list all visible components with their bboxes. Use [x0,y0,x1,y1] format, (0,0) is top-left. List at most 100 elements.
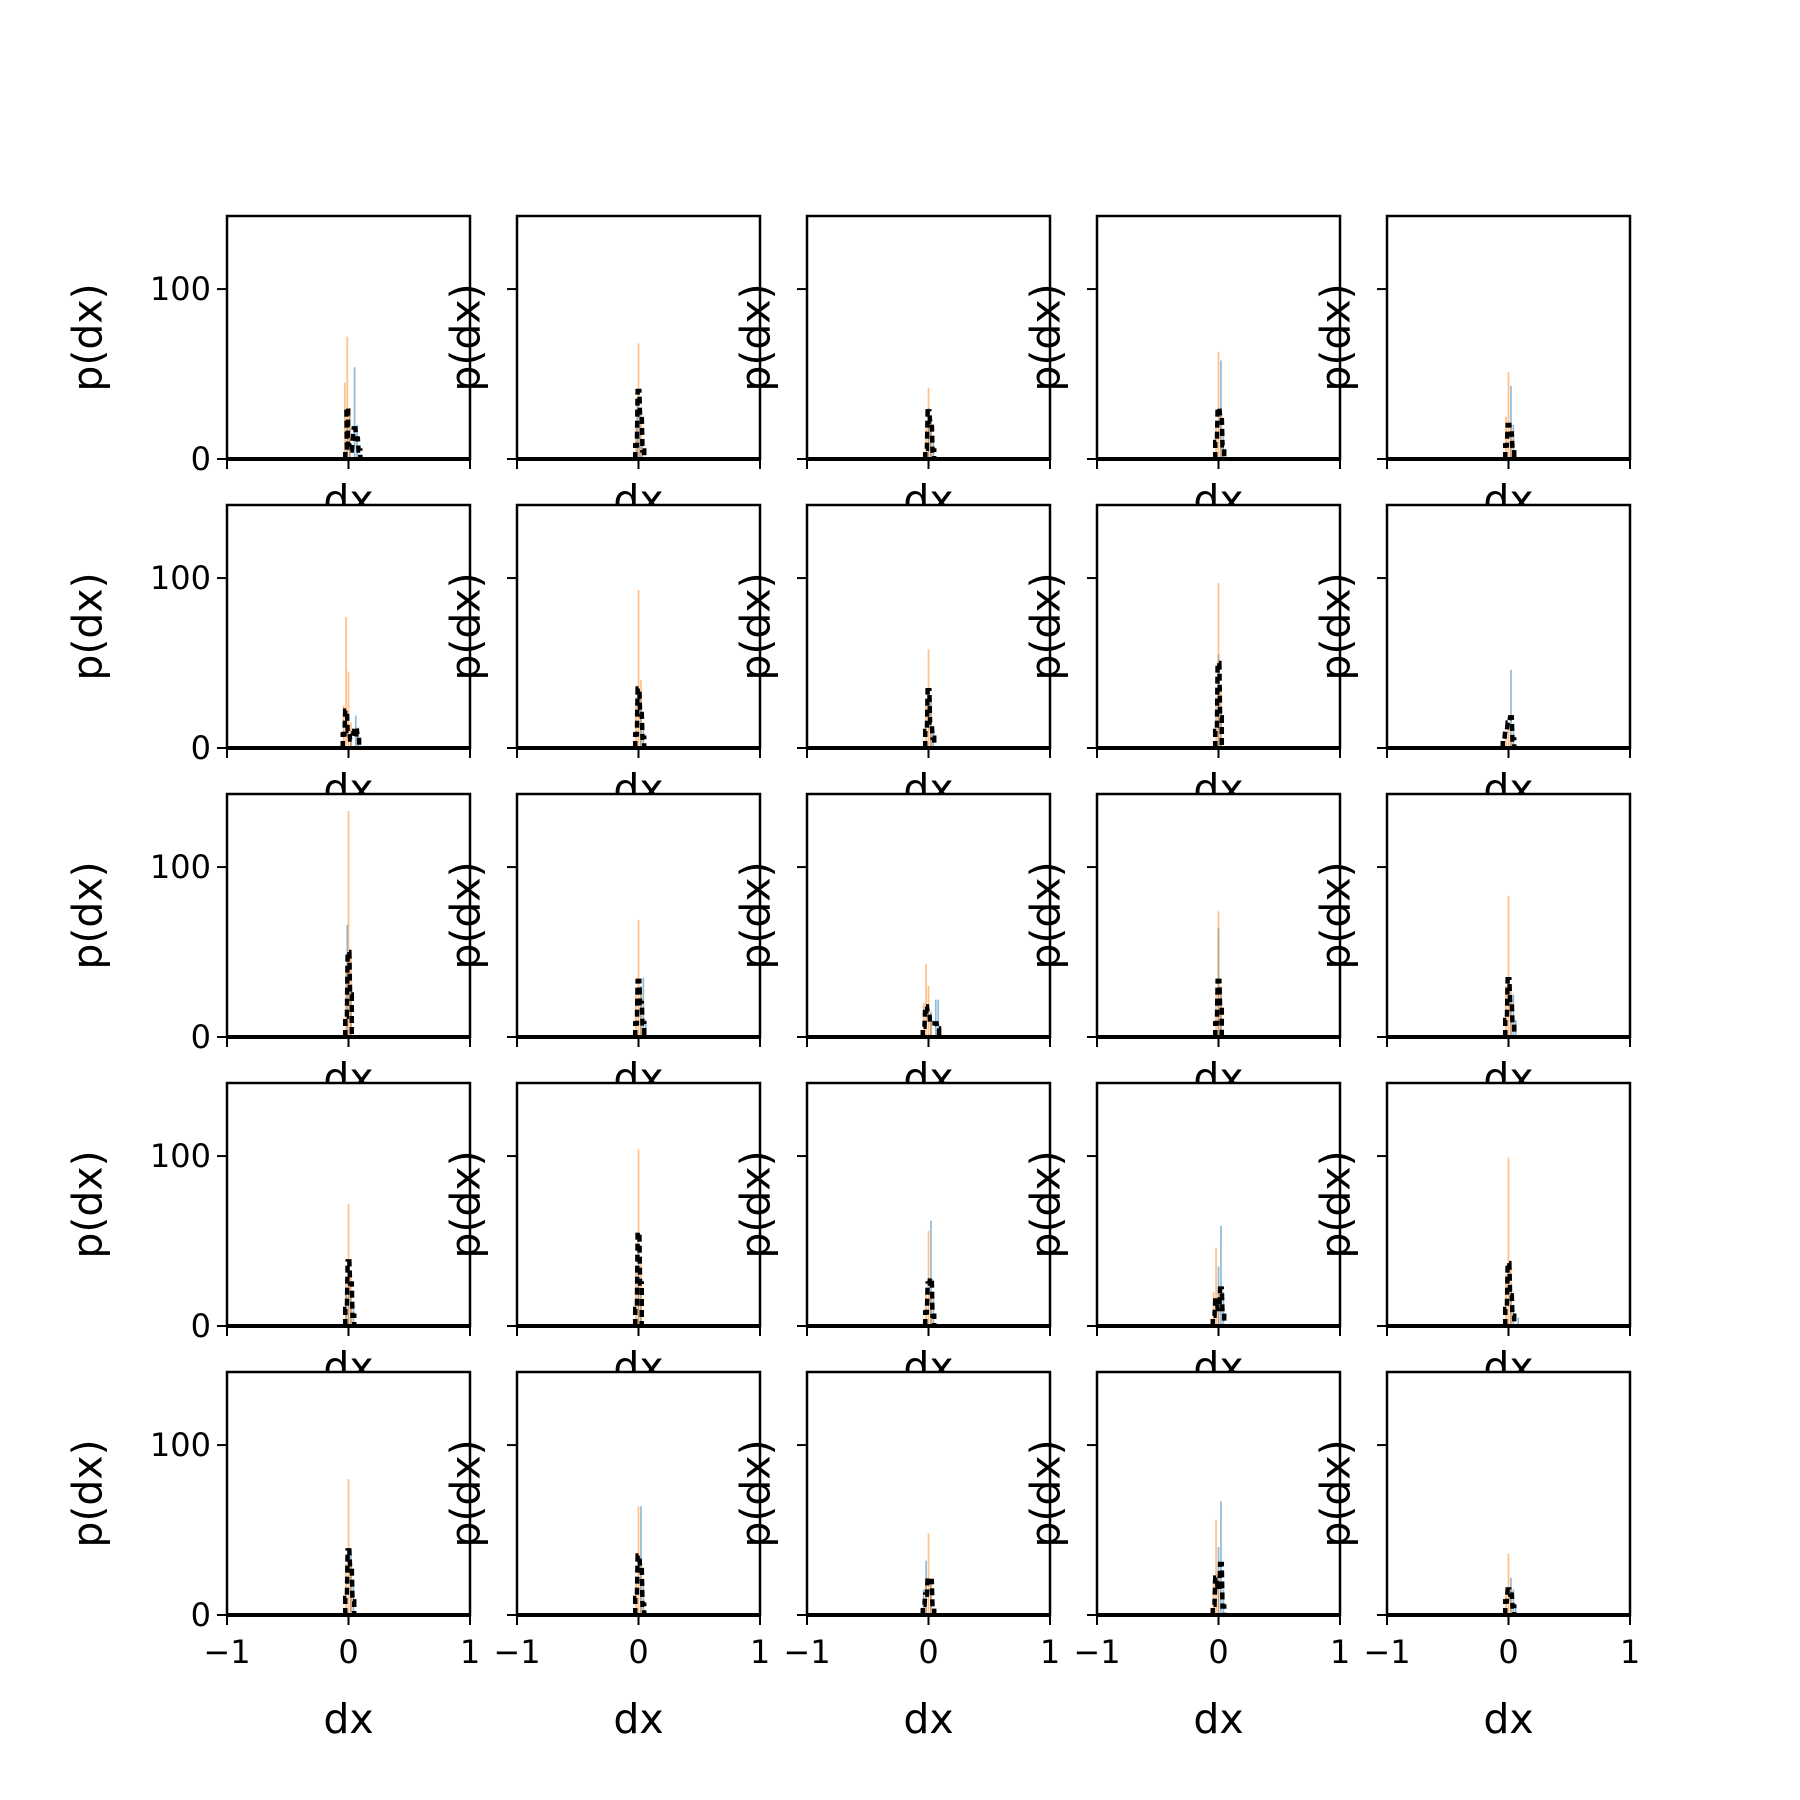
x-axis-label: dx [903,1695,953,1743]
orange-histogram-bar [930,1581,932,1615]
x-axis-label: dx [1193,1695,1243,1743]
panel-r2-c4: dxp(dx) [1021,503,1342,813]
blue-histogram-bar [1510,385,1512,459]
panel-r2-c5: dxp(dx) [1311,503,1632,813]
y-axis-label: p(dx) [63,283,111,391]
orange-histogram-bar [637,919,640,1037]
ytick-label: 0 [191,1596,211,1634]
xtick-label: 1 [1040,1633,1060,1671]
plot-area [227,216,470,459]
y-axis-label: p(dx) [441,1439,489,1547]
y-axis-label: p(dx) [1311,861,1359,969]
y-axis-label: p(dx) [1021,861,1069,969]
y-axis-label: p(dx) [731,1439,779,1547]
orange-histogram-bar [347,810,350,1037]
y-axis-label: p(dx) [63,572,111,680]
panel-r3-c2: dxp(dx) [441,792,762,1102]
xtick-label: 1 [1330,1633,1350,1671]
y-axis-label: p(dx) [441,572,489,680]
panel-r3-c4: dxp(dx) [1021,792,1342,1102]
xtick-label: 1 [1620,1633,1640,1671]
black-dashed-histogram [920,1575,937,1615]
orange-histogram-bar [930,1020,932,1037]
orange-histogram-bar [1507,1157,1510,1326]
black-dashed-histogram [342,1259,357,1326]
blue-histogram-bar [1220,1225,1222,1326]
orange-histogram-bar [927,1533,930,1615]
black-dashed-histogram [1502,422,1517,459]
orange-histogram-bar [635,425,637,459]
blue-histogram-bar [1220,1501,1222,1615]
black-dashed-histogram [632,388,647,459]
y-axis-label: p(dx) [63,861,111,969]
xtick-label: 1 [750,1633,770,1671]
blue-histogram-bar [930,1220,932,1326]
y-axis-label: p(dx) [731,283,779,391]
orange-histogram-bar [347,1479,350,1615]
orange-histogram-bar [922,1003,925,1037]
orange-histogram-bar [1507,895,1510,1037]
black-dashed-histogram [342,405,363,459]
orange-histogram-bar [1507,372,1510,459]
orange-histogram-bar [350,1564,352,1615]
black-dashed-histogram [1212,978,1225,1037]
ytick-label: 100 [150,1426,211,1464]
panel-r5-c4: −1 0 1 dx p(dx) [1021,1370,1350,1743]
y-axis-label: p(dx) [1021,283,1069,391]
blue-histogram-bar [642,1581,645,1615]
ytick-label: 100 [150,848,211,886]
panel-r5-c2: −1 0 1 dx p(dx) [441,1370,770,1743]
black-dashed-histogram [1502,976,1517,1037]
y-axis-label: p(dx) [1021,1150,1069,1258]
blue-histogram-bar [1514,1606,1517,1615]
orange-histogram-bar [1510,1589,1512,1615]
black-dashed-histogram [632,1230,645,1326]
orange-histogram-bar [1215,1247,1217,1326]
y-axis-label: p(dx) [1311,283,1359,391]
y-axis-label: p(dx) [731,572,779,680]
orange-histogram-bar [1217,1572,1220,1615]
panel-r3-c5: dxp(dx) [1311,792,1632,1102]
blue-histogram-bar [934,999,937,1037]
orange-histogram-bar [925,1292,927,1326]
black-dashed-histogram [632,978,647,1037]
black-dashed-histogram [922,1276,937,1326]
orange-histogram-bar [1505,734,1507,748]
black-dashed-histogram [632,1553,647,1615]
orange-histogram-bar [1507,727,1510,748]
x-axis-label: dx [613,1695,663,1743]
xtick-label: 0 [1208,1633,1228,1671]
black-dashed-histogram [342,949,355,1037]
blue-histogram-bar [642,977,645,1037]
orange-histogram-bar [1215,1519,1217,1615]
black-dashed-histogram [1210,1286,1227,1326]
black-dashed-histogram [922,687,937,748]
y-axis-label: p(dx) [441,1150,489,1258]
orange-histogram-bar [1212,1292,1215,1326]
y-axis-label: p(dx) [63,1150,111,1258]
blue-histogram-bar [636,399,639,459]
y-axis-label: p(dx) [731,1150,779,1258]
xtick-label: −1 [1073,1633,1120,1671]
black-dashed-histogram [340,708,362,748]
xtick-label: −1 [783,1633,830,1671]
blue-histogram-bar [1517,1317,1520,1326]
xtick-label: 0 [338,1633,358,1671]
orange-histogram-bar [1217,911,1220,1037]
y-axis-label: p(dx) [441,283,489,391]
y-axis-label: p(dx) [1021,572,1069,680]
panel-r1-c5: dxp(dx) [1311,214,1632,524]
orange-histogram-bar [925,963,927,1037]
xtick-label: 0 [628,1633,648,1671]
panel-r1-c3: dxp(dx) [731,214,1052,524]
xtick-label: −1 [1363,1633,1410,1671]
plot-area [1387,505,1630,748]
panel-r4-c2: dxp(dx) [441,1081,762,1391]
ytick-label: 100 [150,1137,211,1175]
blue-histogram-bar [353,367,356,459]
ytick-label: 100 [150,559,211,597]
black-dashed-histogram [1502,1260,1517,1326]
